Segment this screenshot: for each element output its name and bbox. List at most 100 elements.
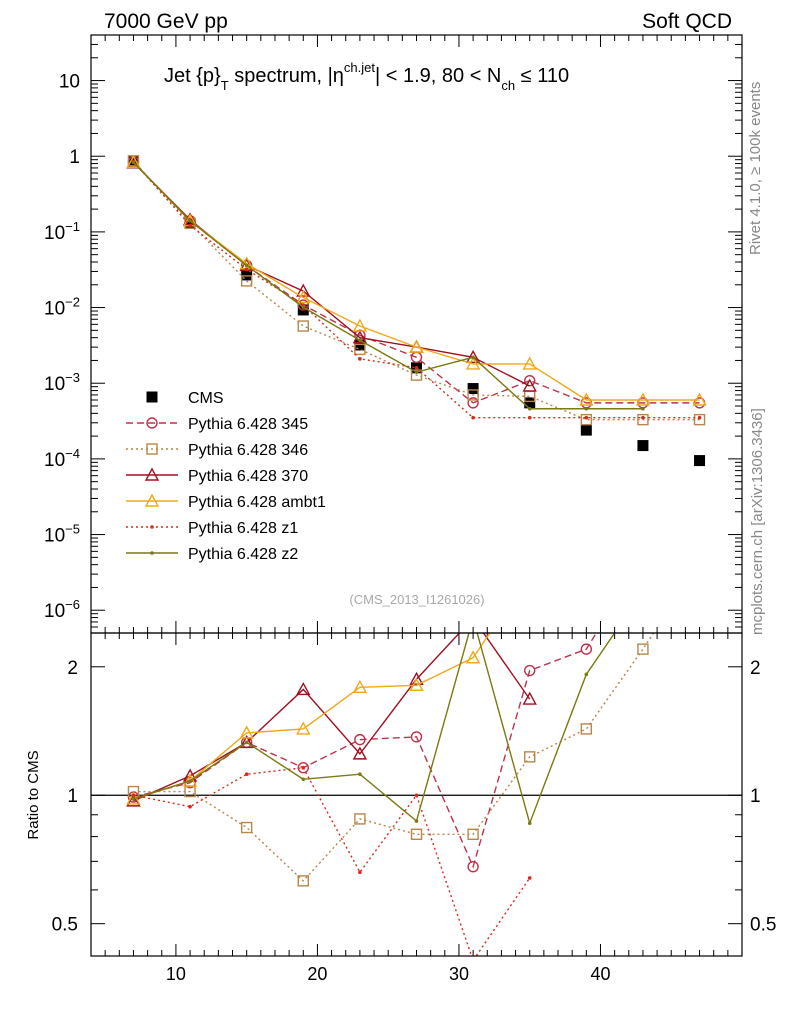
data-point-ambt1 bbox=[579, 392, 594, 406]
mcplots-label: mcplots.cern.ch [arXiv:1306.3436] bbox=[749, 408, 766, 635]
y-tick-label: 1 bbox=[69, 147, 80, 168]
plot-title: Jet {p}T spectrum, |ηch.jet| < 1.9, 80 <… bbox=[164, 60, 569, 93]
ratio-point-ambt1 bbox=[524, 568, 536, 579]
legend-marker bbox=[150, 525, 154, 529]
legend-marker bbox=[146, 443, 158, 455]
ratio-point-p346 bbox=[240, 821, 253, 834]
series-line-p370 bbox=[132, 162, 531, 387]
x-tick-label: 10 bbox=[166, 964, 186, 984]
ratio-point-z2 bbox=[188, 779, 192, 783]
data-point-z2 bbox=[641, 406, 645, 411]
legend-label: Pythia 6.428 z2 bbox=[188, 546, 298, 563]
data-point-p346 bbox=[693, 413, 706, 426]
data-point-cms bbox=[524, 397, 536, 409]
ratio-point-ambt1 bbox=[296, 721, 311, 735]
ratio-point-z1 bbox=[358, 870, 362, 875]
data-point-ambt1 bbox=[522, 356, 537, 370]
legend-marker bbox=[150, 551, 154, 555]
data-point-z1 bbox=[188, 223, 192, 228]
data-point-z2 bbox=[471, 355, 475, 360]
data-point-z2 bbox=[244, 263, 249, 268]
ratio-line-p370 bbox=[133, 633, 531, 802]
legend-item-p346: Pythia 6.428 346 bbox=[126, 442, 308, 459]
data-point-z2 bbox=[414, 370, 419, 374]
main-series-group bbox=[126, 154, 707, 467]
ratio-point-p345 bbox=[695, 468, 705, 478]
series-z1 bbox=[131, 159, 702, 420]
ratio-point-z2 bbox=[244, 740, 249, 745]
ratio-point-z1 bbox=[188, 804, 192, 809]
ratio-series-p370 bbox=[126, 633, 537, 807]
ratio-point-ambt1 bbox=[239, 725, 254, 739]
data-point-z1 bbox=[471, 415, 475, 420]
legend-marker bbox=[146, 391, 158, 403]
ratio-line-p346 bbox=[133, 633, 655, 882]
ratio-point-p370 bbox=[126, 793, 141, 807]
data-point-p345 bbox=[297, 299, 309, 311]
ratio-point-p346 bbox=[410, 828, 423, 840]
data-point-z2 bbox=[188, 219, 192, 223]
ratio-point-z1 bbox=[471, 959, 475, 963]
data-point-p346 bbox=[467, 389, 479, 401]
x-tick-label: 20 bbox=[307, 964, 327, 984]
ratio-point-z1 bbox=[244, 772, 249, 777]
ratio-y-tick-label-right: 1 bbox=[750, 786, 761, 807]
x-tick-label: 40 bbox=[590, 964, 610, 984]
ratio-point-ambt1 bbox=[352, 679, 368, 694]
series-line-ambt1 bbox=[132, 161, 700, 401]
ratio-line-z2 bbox=[133, 633, 616, 826]
header-right: Soft QCD bbox=[642, 10, 732, 33]
analysis-watermark: (CMS_2013_I1261026) bbox=[349, 592, 484, 607]
legend-marker bbox=[146, 417, 158, 429]
ratio-point-p346 bbox=[467, 828, 479, 840]
series-p370 bbox=[126, 155, 537, 392]
data-point-cms bbox=[694, 455, 706, 467]
ratio-point-z2 bbox=[641, 590, 645, 594]
data-point-z2 bbox=[358, 338, 362, 343]
legend: CMS Pythia 6.428 345 Pythia 6.428 346 Pythi… bbox=[126, 390, 326, 563]
series-p346 bbox=[127, 155, 706, 426]
y-tick-label: 10−4 bbox=[44, 446, 80, 471]
data-point-p345 bbox=[467, 397, 479, 409]
ratio-point-p345 bbox=[580, 643, 593, 655]
ratio-point-p346 bbox=[637, 643, 649, 655]
main-frame bbox=[90, 34, 743, 634]
ratio-plot: 10 20 30 40 0.5 0.5 1 1 2 2 bbox=[52, 468, 776, 984]
rivet-label: Rivet 4.1.0, ≥ 100k events bbox=[747, 82, 764, 255]
legend-item-p370: Pythia 6.428 370 bbox=[126, 467, 308, 485]
ratio-point-p370 bbox=[409, 671, 424, 685]
ratio-series-z2 bbox=[131, 590, 645, 826]
ratio-point-z1 bbox=[301, 765, 306, 770]
data-point-cms bbox=[637, 440, 649, 452]
ratio-point-z2 bbox=[527, 821, 532, 825]
ratio-line-ambt1 bbox=[133, 633, 491, 800]
legend-label: Pythia 6.428 346 bbox=[188, 442, 308, 459]
data-point-p346 bbox=[354, 343, 366, 356]
data-point-ambt1 bbox=[465, 356, 481, 370]
data-point-z2 bbox=[584, 406, 589, 411]
data-point-z1 bbox=[584, 415, 589, 420]
ratio-point-p346 bbox=[580, 723, 593, 735]
legend-item-z1: Pythia 6.428 z1 bbox=[126, 520, 298, 537]
ratio-point-z1 bbox=[131, 793, 136, 798]
y-tick-label: 10−3 bbox=[44, 370, 80, 395]
legend-label: Pythia 6.428 370 bbox=[188, 468, 308, 485]
data-point-z1 bbox=[527, 415, 532, 420]
data-point-p370 bbox=[296, 283, 311, 297]
ratio-point-p346 bbox=[695, 558, 705, 568]
series-z2 bbox=[131, 160, 645, 411]
ratio-point-z2 bbox=[301, 777, 306, 782]
legend-item-p345: Pythia 6.428 345 bbox=[126, 416, 308, 433]
ratio-series-ambt1 bbox=[126, 568, 536, 805]
series-line-z2 bbox=[132, 161, 643, 410]
ratio-y-tick-label: 2 bbox=[67, 658, 78, 679]
legend-marker bbox=[144, 467, 160, 481]
data-point-z2 bbox=[527, 406, 532, 411]
series-line-p346 bbox=[132, 160, 700, 421]
data-point-z1 bbox=[697, 415, 702, 420]
legend-item-cms: CMS bbox=[146, 390, 224, 407]
series-line-z1 bbox=[132, 161, 700, 419]
data-point-ambt1 bbox=[409, 339, 424, 353]
data-point-p346 bbox=[410, 369, 423, 381]
ratio-series-z1 bbox=[131, 765, 532, 963]
